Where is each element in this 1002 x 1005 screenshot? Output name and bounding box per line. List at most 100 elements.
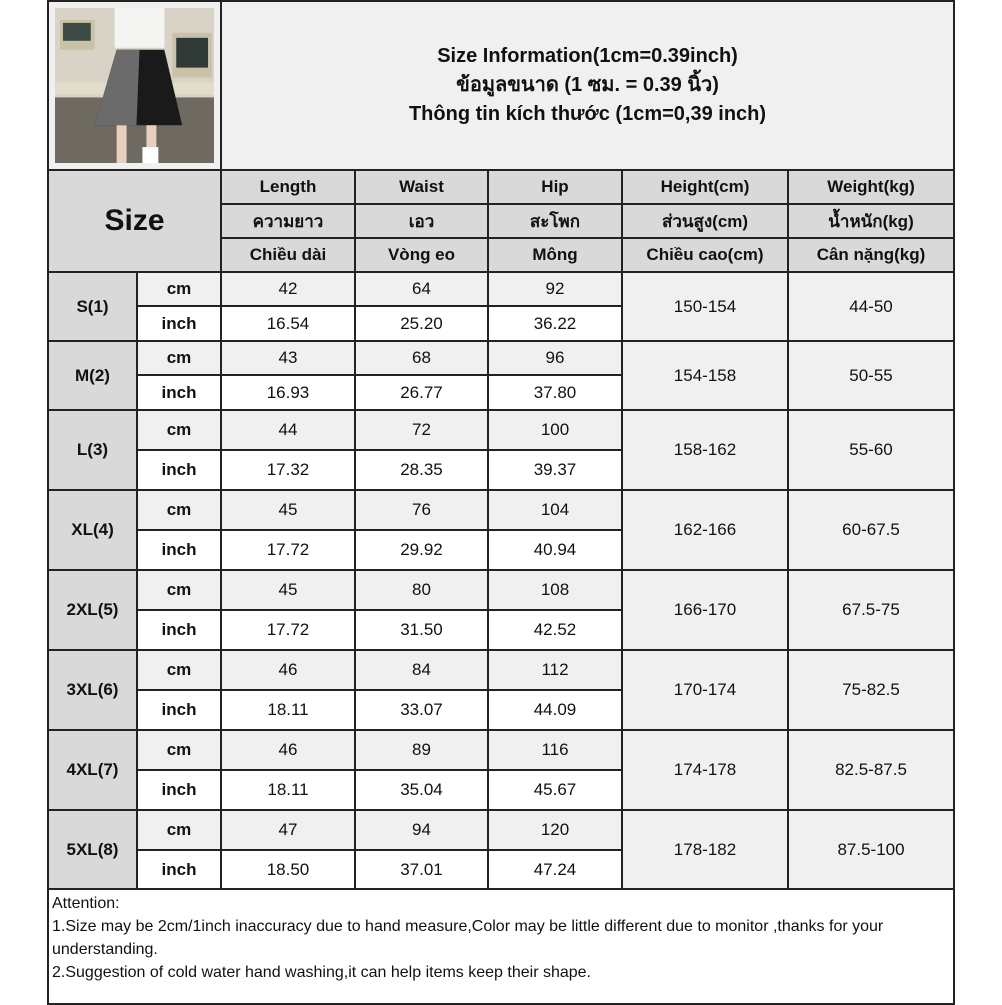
measurement-cell: 28.35 [354,449,489,492]
column-header-th: สะโพก [487,203,623,240]
measurement-cell: 80 [354,569,489,612]
table-row: 2XL(5) cm 45 80 108 166-170 67.5-75 [47,569,956,652]
column-header-th: ส่วนสูง(cm) [621,203,789,240]
measurement-cell: 42 [220,271,356,308]
size-label: 2XL(5) [47,569,138,652]
height-range-cell: 150-154 [621,271,789,343]
measurement-cell: 16.93 [220,374,356,412]
measurement-cell: 84 [354,649,489,692]
measurement-cell: 16.54 [220,305,356,343]
measurement-cell: 45.67 [487,769,623,812]
column-header-th: เอว [354,203,489,240]
table-row: inch 18.11 33.07 44.09 [48,689,954,732]
size-label: 5XL(8) [47,809,138,891]
measurement-cell: 68 [354,340,489,377]
measurement-cell: 108 [487,569,623,612]
height-range-cell: 170-174 [621,649,789,732]
measurement-cell: 18.11 [220,689,356,732]
unit-label: inch [136,529,222,572]
size-label: 4XL(7) [47,729,138,812]
measurement-cell: 100 [487,409,623,452]
table-row: M(2) cm 43 68 96 154-158 50-55 [47,340,956,412]
unit-label: inch [136,689,222,732]
table-row: inch 17.72 31.50 42.52 [48,609,954,652]
title-thai: ข้อมูลขนาด (1 ซม. = 0.39 นิ้ว) [456,74,719,96]
unit-label: inch [136,849,222,891]
unit-label: inch [136,374,222,412]
height-range-cell: 174-178 [621,729,789,812]
measurement-cell: 116 [487,729,623,772]
measurement-cell: 76 [354,489,489,532]
weight-range-cell: 82.5-87.5 [786,729,956,812]
size-chart: Size Information(1cm=0.39inch) ข้อมูลขนา… [46,0,956,1005]
measurement-cell: 47 [220,809,356,852]
measurement-cell: 17.32 [220,449,356,492]
measurement-cell: 92 [487,271,623,308]
measurement-cell: 89 [354,729,489,772]
attention-heading: Attention: [52,895,120,913]
measurement-cell: 46 [220,729,356,772]
table-row: inch 16.93 26.77 37.80 [48,374,954,412]
measurement-cell: 72 [354,409,489,452]
unit-label: cm [136,649,222,692]
table-row: inch 17.32 28.35 39.37 [48,449,954,492]
measurement-cell: 31.50 [354,609,489,652]
unit-label: cm [136,271,222,308]
table-row: XL(4) cm 45 76 104 162-166 60-67.5 [47,489,956,572]
unit-label: cm [136,409,222,452]
unit-label: cm [136,569,222,612]
table-row: L(3) cm 44 72 100 158-162 55-60 [47,409,956,492]
table-row: 4XL(7) cm 46 89 116 174-178 82.5-87.5 [47,729,956,812]
measurement-cell: 112 [487,649,623,692]
table-row: inch 18.50 37.01 47.24 [48,849,954,891]
weight-range-cell: 75-82.5 [786,649,956,732]
weight-range-cell: 44-50 [786,271,956,343]
measurement-cell: 64 [354,271,489,308]
measurement-cell: 43 [220,340,356,377]
measurement-cell: 94 [354,809,489,852]
weight-range-cell: 50-55 [786,340,956,412]
title-vietnamese: Thông tin kích thước (1cm=0,39 inch) [408,103,767,125]
measurement-cell: 44.09 [487,689,623,732]
measurement-cell: 96 [487,340,623,377]
weight-range-cell: 67.5-75 [786,569,956,652]
measurement-cell: 29.92 [354,529,489,572]
table-row: inch 16.54 25.20 36.22 [48,305,954,343]
product-photo [47,0,222,172]
measurement-cell: 17.72 [220,609,356,652]
size-label: L(3) [47,409,138,492]
measurement-cell: 18.11 [220,769,356,812]
unit-label: inch [136,305,222,343]
column-header-vi: Cân nặng(kg) [786,237,956,274]
size-label: XL(4) [47,489,138,572]
attention-line-1: 1.Size may be 2cm/1inch inaccuracy due t… [52,918,884,959]
height-range-cell: 162-166 [621,489,789,572]
title-english: Size Information(1cm=0.39inch) [437,45,738,67]
measurement-cell: 104 [487,489,623,532]
measurement-cell: 120 [487,809,623,852]
size-label: M(2) [47,340,138,412]
column-header-en: Length [220,169,356,206]
size-label: 3XL(6) [47,649,138,732]
measurement-cell: 47.24 [487,849,623,891]
size-header: Size [47,169,222,274]
measurement-cell: 37.01 [354,849,489,891]
size-table: Size Information(1cm=0.39inch) ข้อมูลขนา… [46,0,956,1005]
column-header-en: Waist [354,169,489,206]
measurement-cell: 26.77 [354,374,489,412]
unit-label: cm [136,809,222,852]
column-header-th: น้ำหนัก(kg) [786,203,956,240]
weight-range-cell: 60-67.5 [786,489,956,572]
height-range-cell: 154-158 [621,340,789,412]
column-header-vi: Vòng eo [354,237,489,274]
unit-label: inch [136,609,222,652]
weight-range-cell: 55-60 [786,409,956,492]
height-range-cell: 166-170 [621,569,789,652]
measurement-cell: 18.50 [220,849,356,891]
measurement-cell: 25.20 [354,305,489,343]
skirt-photo-image [55,8,214,164]
measurement-cell: 35.04 [354,769,489,812]
measurement-cell: 45 [220,489,356,532]
measurement-cell: 44 [220,409,356,452]
column-header-en: Height(cm) [621,169,789,206]
